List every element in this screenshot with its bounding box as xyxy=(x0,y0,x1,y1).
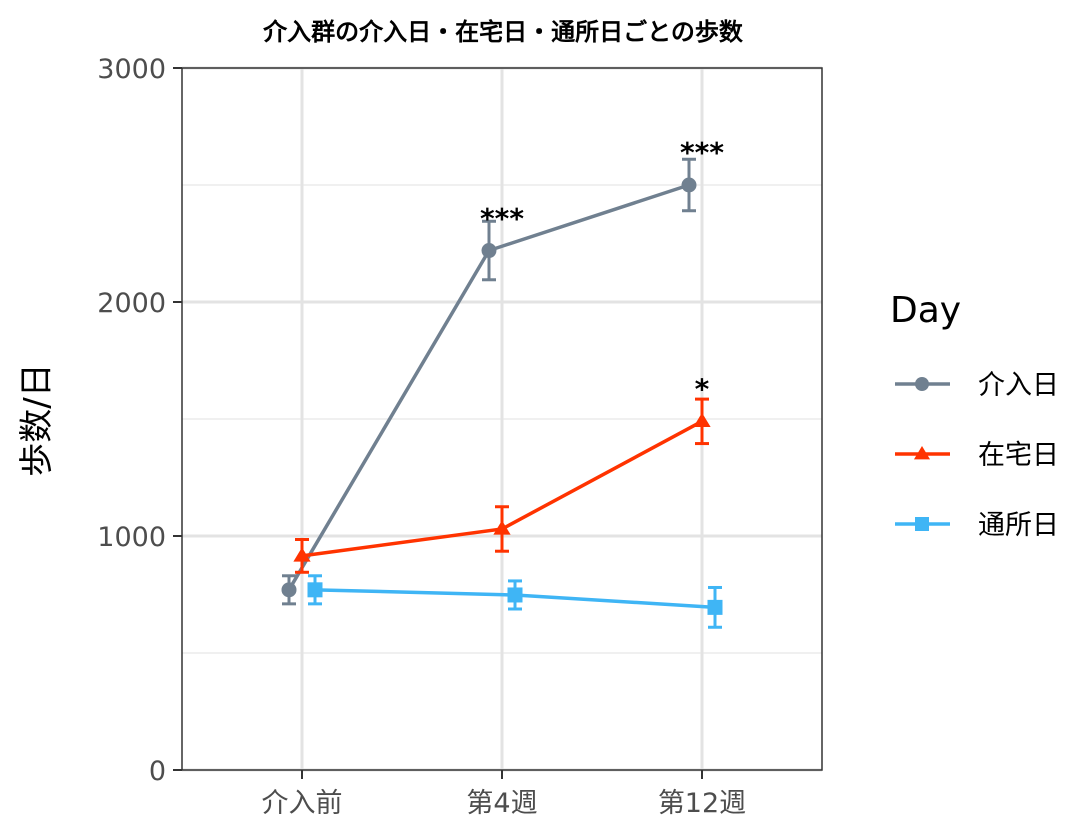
data-point xyxy=(293,547,311,562)
x-tick-label: 介入前 xyxy=(262,788,343,819)
axis-layer: 0 1000 2000 3000 介入前 第4週 第12週 xyxy=(97,54,746,819)
y-axis-title: 歩数/日 xyxy=(17,363,57,476)
data-point xyxy=(307,582,323,598)
data-point xyxy=(681,177,697,193)
significance-label: *** xyxy=(680,136,724,169)
significance-label: *** xyxy=(480,202,524,235)
legend-label: 介入日 xyxy=(978,370,1059,401)
x-tick-label: 第12週 xyxy=(658,788,746,819)
series-group xyxy=(281,157,697,606)
series-group xyxy=(293,397,711,574)
grid-layer xyxy=(182,66,822,772)
data-point xyxy=(507,587,523,603)
legend-item: 介入日 xyxy=(895,370,1059,401)
y-tick-label: 1000 xyxy=(97,522,166,553)
y-tick-label: 0 xyxy=(149,756,166,787)
legend-label: 通所日 xyxy=(978,510,1059,541)
y-tick-label: 3000 xyxy=(97,54,166,85)
legend-label: 在宅日 xyxy=(978,440,1059,471)
data-point xyxy=(693,412,711,428)
series-group xyxy=(307,574,723,629)
x-tick-label: 第4週 xyxy=(466,788,537,819)
chart-title: 介入群の介入日・在宅日・通所日ごとの歩数 xyxy=(262,18,744,46)
legend-key-marker xyxy=(915,517,929,531)
legend-key-marker xyxy=(915,377,929,391)
significance-label: * xyxy=(695,373,710,406)
annotation-layer: ******* xyxy=(480,136,724,405)
series-layer xyxy=(281,157,723,629)
legend-item: 在宅日 xyxy=(895,440,1059,471)
legend-title: Day xyxy=(890,290,961,331)
data-point xyxy=(481,243,497,259)
legend-key-marker xyxy=(913,446,931,460)
data-point xyxy=(281,582,297,598)
y-tick-label: 2000 xyxy=(97,288,166,319)
data-point xyxy=(707,599,723,615)
legend-item: 通所日 xyxy=(895,510,1059,541)
data-point xyxy=(493,520,511,535)
